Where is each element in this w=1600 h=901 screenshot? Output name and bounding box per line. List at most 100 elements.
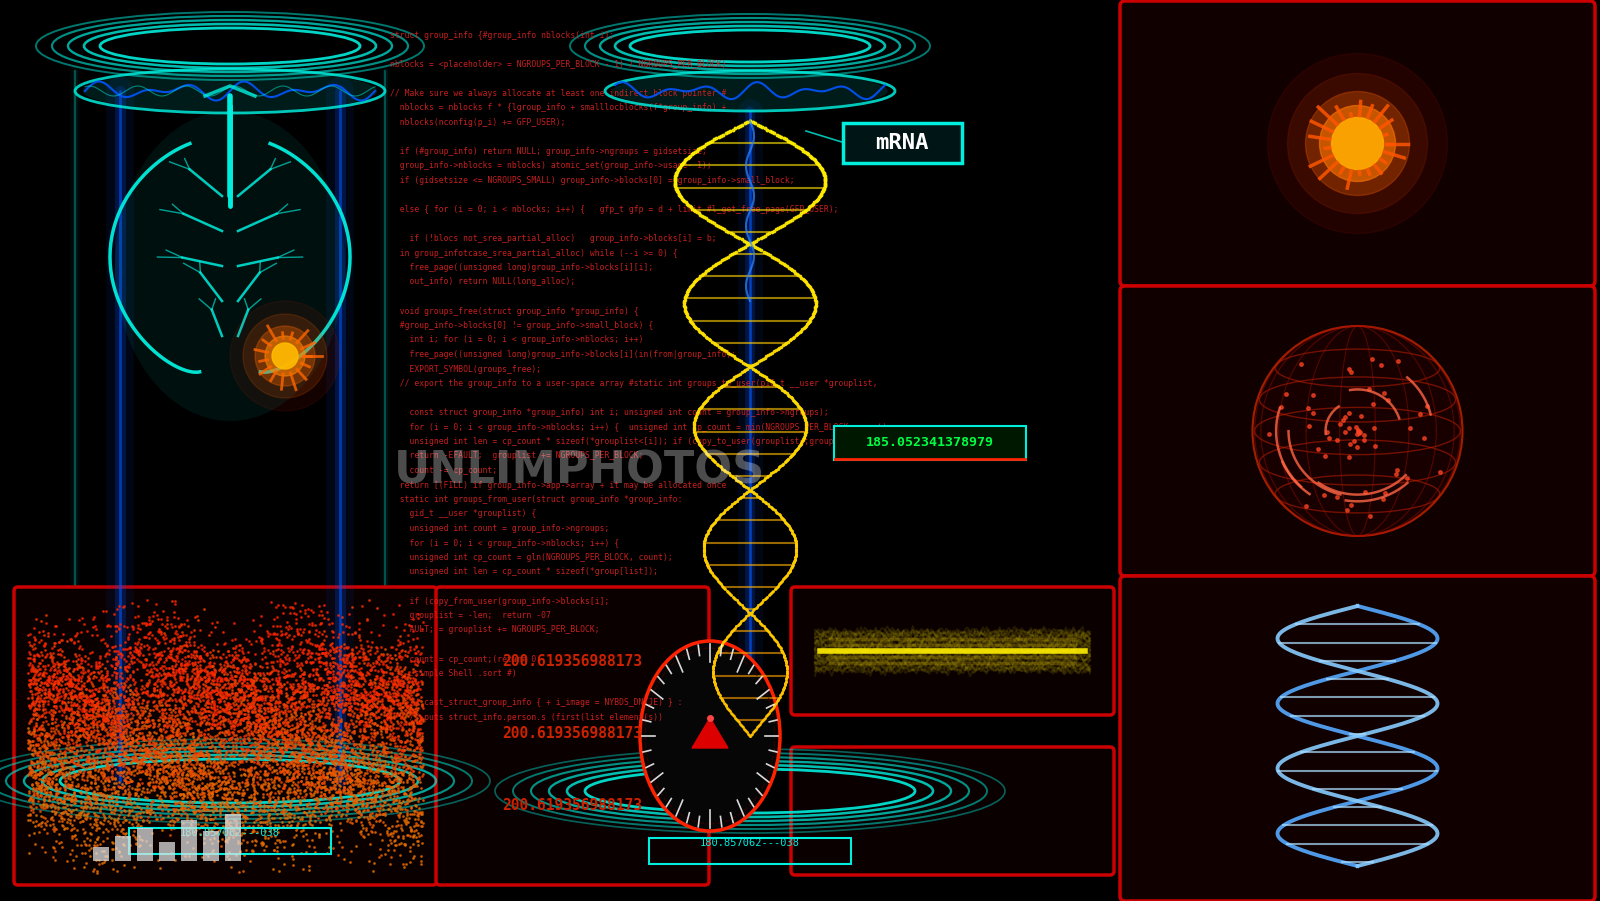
Point	[126, 707, 152, 722]
Point	[166, 639, 192, 653]
Point	[264, 840, 290, 854]
Point	[248, 631, 274, 645]
Point	[99, 705, 125, 719]
Point	[190, 762, 216, 777]
Point	[123, 812, 149, 826]
Point	[314, 765, 339, 779]
Point	[58, 760, 83, 775]
Point	[251, 723, 277, 737]
Point	[394, 705, 419, 720]
Point	[275, 728, 301, 742]
Point	[338, 660, 363, 674]
Point	[141, 761, 166, 776]
Point	[235, 714, 261, 729]
Point	[133, 668, 158, 682]
Point	[275, 690, 301, 705]
Point	[323, 733, 349, 748]
Point	[394, 796, 419, 810]
Point	[392, 811, 418, 825]
Point	[293, 718, 318, 733]
Point	[326, 796, 352, 811]
Point	[43, 673, 69, 687]
Point	[98, 659, 123, 673]
Point	[206, 805, 232, 820]
Point	[88, 753, 114, 768]
Point	[277, 731, 302, 745]
Point	[235, 761, 261, 776]
Point	[405, 812, 430, 826]
Point	[27, 649, 53, 663]
Point	[219, 730, 245, 744]
Point	[386, 766, 411, 780]
Point	[162, 672, 187, 687]
Point	[200, 714, 226, 728]
Point	[194, 744, 219, 759]
Point	[368, 760, 394, 775]
Point	[229, 641, 254, 655]
Point	[90, 668, 115, 682]
Point	[80, 683, 106, 697]
Point	[331, 724, 357, 739]
Point	[98, 727, 123, 742]
Point	[115, 698, 141, 713]
Point	[35, 758, 61, 772]
Point	[270, 780, 296, 795]
Point	[294, 643, 320, 658]
Point	[213, 747, 238, 761]
Point	[162, 760, 187, 775]
Point	[272, 766, 298, 780]
Point	[333, 678, 358, 693]
Point	[323, 753, 349, 768]
Point	[19, 711, 45, 725]
Point	[86, 742, 112, 756]
Point	[189, 706, 214, 721]
Point	[406, 725, 432, 740]
Point	[208, 715, 234, 730]
Point	[179, 814, 205, 828]
Point	[77, 791, 102, 805]
Point	[306, 651, 331, 665]
Point	[99, 659, 125, 673]
Point	[26, 794, 51, 808]
Point	[246, 713, 272, 727]
Point	[405, 752, 430, 767]
Point	[237, 688, 262, 703]
Point	[149, 617, 174, 632]
Point	[262, 754, 288, 769]
Point	[250, 688, 275, 703]
Point	[134, 763, 160, 778]
Point	[72, 698, 98, 713]
Point	[19, 662, 45, 677]
Point	[96, 683, 122, 697]
Point	[54, 676, 80, 690]
Point	[72, 730, 98, 744]
Point	[293, 782, 318, 796]
Point	[229, 704, 254, 718]
Point	[392, 706, 418, 721]
Point	[323, 690, 349, 705]
Point	[312, 760, 338, 774]
Point	[253, 733, 278, 747]
Point	[283, 695, 309, 709]
Point	[357, 677, 382, 691]
Point	[205, 670, 230, 685]
Point	[248, 609, 274, 623]
Point	[32, 683, 58, 697]
Point	[266, 696, 291, 711]
Point	[56, 731, 82, 745]
Point	[142, 737, 168, 751]
Point	[125, 751, 150, 766]
Point	[184, 747, 210, 761]
Point	[22, 769, 48, 784]
Point	[40, 822, 66, 836]
Point	[110, 815, 136, 830]
Point	[248, 709, 274, 724]
Point	[354, 685, 379, 699]
Point	[322, 672, 347, 687]
Point	[400, 738, 426, 752]
Point	[306, 811, 331, 825]
Point	[91, 789, 117, 804]
Point	[330, 733, 355, 747]
Point	[139, 826, 165, 841]
Point	[264, 843, 290, 858]
